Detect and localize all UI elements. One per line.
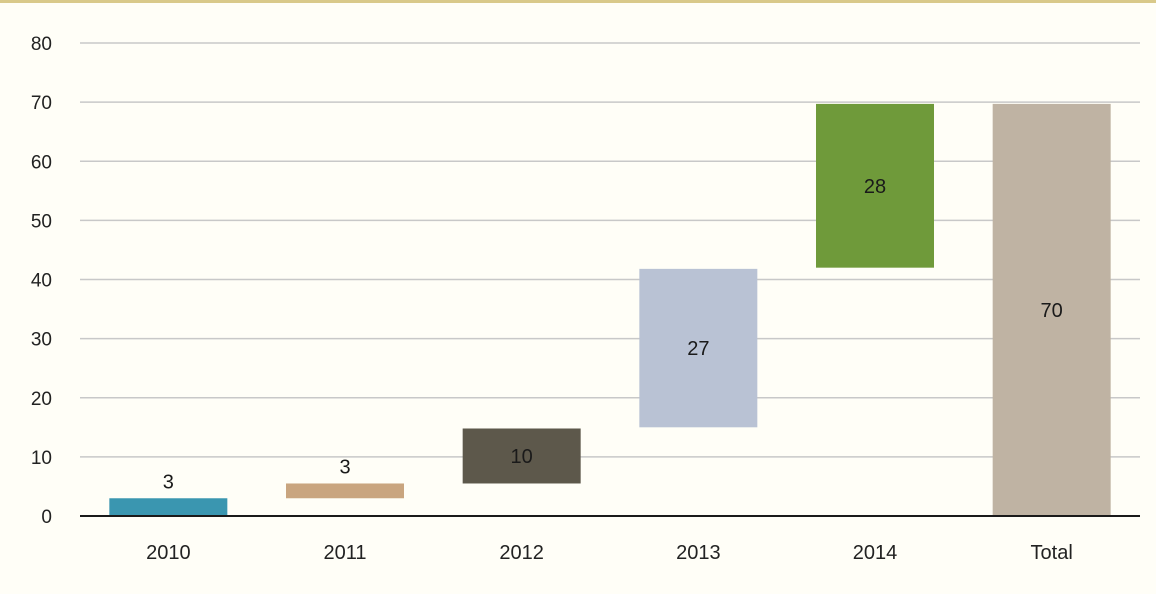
x-tick-label: 2010 (146, 542, 191, 564)
grid-lines (80, 42, 1140, 458)
x-tick-label: 2012 (499, 542, 544, 564)
x-axis: 2010 2011 2012 2013 2014 Total (80, 515, 1140, 564)
x-tick-label: 2013 (676, 542, 721, 564)
bar-2012 (462, 428, 581, 484)
data-label-2011: 3 (339, 456, 350, 478)
x-tick-label: 2011 (323, 542, 366, 564)
data-labels: 3 3 10 27 28 70 (163, 176, 1063, 493)
bar-total (992, 103, 1111, 517)
bar-2010 (109, 498, 228, 516)
y-tick-label: 0 (41, 507, 52, 528)
bar-2013 (639, 268, 758, 428)
data-label-2010: 3 (163, 471, 174, 493)
bar-2014 (816, 103, 934, 268)
y-tick-label: 70 (31, 93, 52, 114)
y-tick-label: 80 (31, 34, 52, 55)
data-label-2014: 28 (864, 176, 886, 198)
y-tick-label: 50 (31, 211, 52, 232)
y-tick-label: 40 (31, 271, 52, 292)
y-tick-label: 30 (31, 330, 52, 351)
x-tick-label: 2014 (853, 542, 898, 564)
y-tick-label: 20 (31, 389, 52, 410)
x-tick-label: Total (1031, 542, 1073, 564)
data-label-2012: 10 (511, 446, 533, 468)
y-tick-label: 10 (31, 448, 52, 469)
y-axis-ticks: 0 10 20 30 40 50 60 70 80 (31, 34, 52, 528)
data-label-total: 70 (1041, 300, 1063, 322)
y-tick-label: 60 (31, 152, 52, 173)
data-label-2013: 27 (687, 338, 709, 360)
bars (109, 103, 1111, 517)
bar-2011 (286, 483, 404, 499)
